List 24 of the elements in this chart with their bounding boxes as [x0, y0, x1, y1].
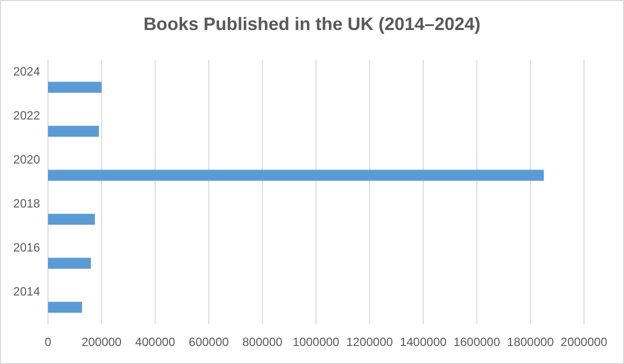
x-tick-label: 2000000	[560, 335, 608, 349]
x-tick-label: 0	[44, 335, 52, 349]
x-tick-label: 1200000	[346, 335, 394, 349]
y-tick-label: 2024	[13, 64, 40, 78]
bar	[48, 82, 102, 93]
y-tick-label: 2016	[13, 240, 40, 254]
y-tick-label: 2018	[13, 196, 40, 210]
y-tick-label: 2020	[13, 152, 40, 166]
x-tick-label: 400000	[135, 335, 176, 349]
x-tick-label: 1000000	[292, 335, 340, 349]
x-tick-label: 800000	[242, 335, 283, 349]
x-tick-label: 1600000	[453, 335, 500, 349]
bar	[48, 126, 99, 137]
x-tick-label: 600000	[188, 335, 230, 349]
y-tick-label: 2014	[13, 284, 40, 298]
chart-title: Books Published in the UK (2014–2024)	[143, 14, 481, 34]
x-tick-label: 1800000	[507, 335, 554, 349]
bar	[48, 214, 95, 225]
x-tick-label: 200000	[82, 335, 122, 349]
x-tick-label: 1400000	[400, 335, 447, 349]
y-tick-label: 2022	[13, 108, 40, 122]
bar	[48, 258, 91, 269]
bar	[48, 170, 544, 181]
bar	[48, 302, 82, 313]
